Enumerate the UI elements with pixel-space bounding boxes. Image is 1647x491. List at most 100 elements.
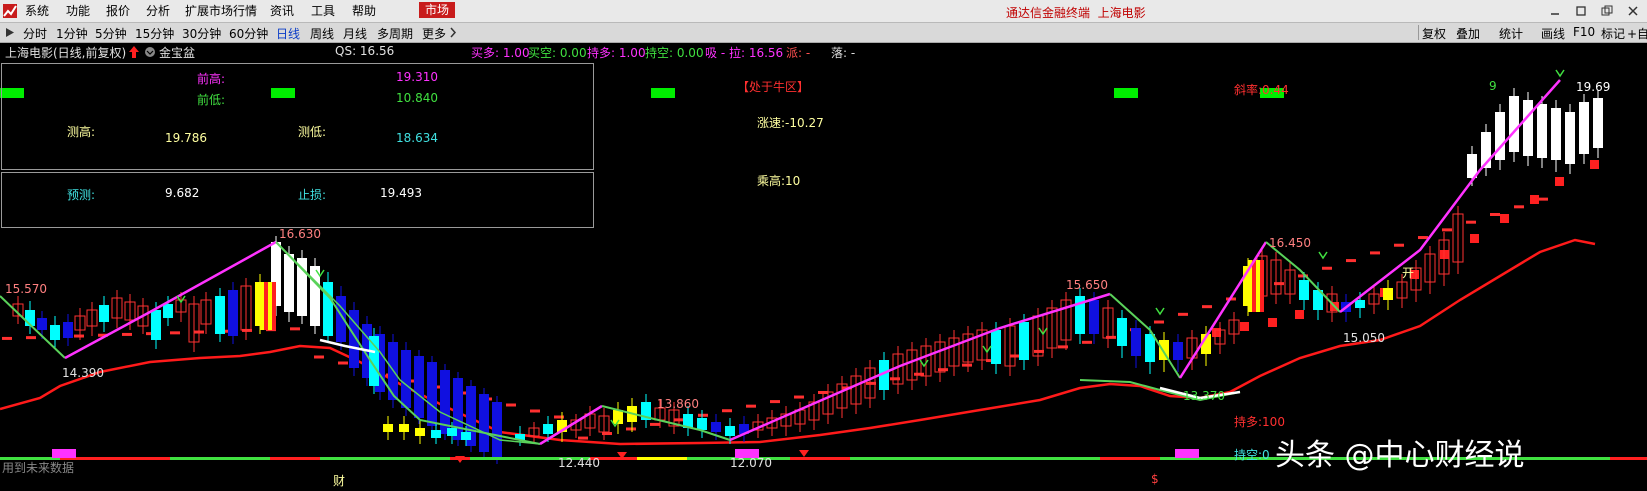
tab-weekly[interactable]: 周线 [310, 27, 335, 41]
kline-chart[interactable] [0, 43, 1647, 491]
restore-rights-button[interactable]: 复权 [1422, 27, 1447, 41]
signal-bar [260, 282, 264, 330]
tab-more[interactable]: 更多 [422, 27, 447, 41]
candle-body [543, 424, 553, 434]
f10-button[interactable]: F10 [1573, 25, 1596, 39]
level-dash [1346, 259, 1356, 263]
candle-body [37, 318, 47, 330]
maximize-icon[interactable] [1574, 4, 1588, 18]
triangle-right-icon[interactable] [4, 27, 16, 38]
trend-down-3 [601, 405, 731, 441]
period-toolbar: 分时 1分钟 5分钟 15分钟 30分钟 60分钟 日线 周线 月线 多周期 更… [0, 23, 1647, 43]
dollar-marker[interactable]: $ [1151, 472, 1159, 486]
tab-intraday[interactable]: 分时 [23, 27, 48, 41]
candle-body [427, 362, 437, 426]
mark-button[interactable]: 标记 [1601, 27, 1626, 41]
level-dash [1274, 282, 1284, 286]
signal-strip-green [0, 457, 60, 460]
menu-help[interactable]: 帮助 [352, 4, 377, 18]
level-dash [1442, 228, 1452, 232]
down-arrow-mark [1555, 69, 1565, 78]
chevron-right-icon[interactable] [449, 27, 457, 38]
close-icon[interactable] [1626, 4, 1640, 18]
level-dash [1370, 251, 1380, 255]
level-dash [170, 331, 180, 335]
prev-low-label: 前低: [197, 93, 226, 107]
indicator-name[interactable]: 金宝盆 [159, 46, 196, 60]
nine-count-label: 9 [1489, 79, 1497, 93]
level-dash [1058, 345, 1068, 349]
menu-quote[interactable]: 报价 [106, 4, 131, 18]
signal-strip-yellow [637, 457, 687, 460]
toolbar-separator [1418, 25, 1419, 40]
menu-extended-market[interactable]: 扩展市场行情 [185, 4, 258, 18]
candle-body [836, 383, 848, 409]
tab-30min[interactable]: 30分钟 [182, 27, 222, 41]
minimize-icon[interactable] [1548, 4, 1562, 18]
candle-body [780, 413, 792, 427]
level-dash [746, 404, 756, 408]
candle-body [163, 304, 173, 318]
draw-line-button[interactable]: 画线 [1541, 27, 1566, 41]
menu-news[interactable]: 资讯 [270, 4, 295, 18]
menu-tools[interactable]: 工具 [311, 4, 336, 18]
candle-body [1326, 293, 1338, 313]
candle-body [99, 305, 109, 322]
level-dash [770, 400, 780, 404]
buy-empty-value: 买空: 0.00 [528, 46, 587, 60]
menu-analysis[interactable]: 分析 [146, 4, 171, 18]
tab-5min[interactable]: 5分钟 [95, 27, 127, 41]
level-dash [26, 336, 36, 340]
overlay-button[interactable]: 叠加 [1456, 27, 1481, 41]
dropdown-circle-icon[interactable] [144, 46, 156, 58]
candle-body [200, 299, 212, 325]
tab-multi-period[interactable]: 多周期 [377, 27, 414, 41]
tab-1min[interactable]: 1分钟 [56, 27, 88, 41]
tab-60min[interactable]: 60分钟 [229, 27, 269, 41]
level-square [1240, 322, 1249, 331]
restore-icon[interactable] [1600, 4, 1614, 18]
candle-body [1313, 290, 1323, 310]
tab-daily[interactable]: 日线 [276, 27, 301, 41]
signal-bar [264, 282, 268, 330]
price-label-13860: 13.860 [657, 397, 699, 411]
candle-body [1159, 340, 1169, 360]
fin-event-marker[interactable]: 财 [333, 474, 346, 488]
zone-label: 【处于牛区】 [737, 80, 810, 94]
candle-body [808, 401, 820, 421]
down-arrow-mark [315, 269, 325, 278]
candle-body [1355, 300, 1365, 308]
candle-body [323, 282, 333, 336]
trend-down-5 [1265, 241, 1341, 313]
candle-body [948, 337, 960, 367]
app-logo-icon [3, 4, 17, 18]
down-arrow-mark [982, 345, 992, 354]
trend-up-5 [1339, 79, 1561, 313]
level-dash [1298, 274, 1308, 278]
menu-market-button[interactable]: 市场 [419, 2, 456, 18]
statistics-button[interactable]: 统计 [1499, 27, 1524, 41]
signal-bar [1248, 260, 1252, 312]
custom-button[interactable]: +自 [1627, 27, 1647, 41]
candle-body [598, 415, 610, 433]
signal-strip-green [470, 457, 590, 460]
menu-system[interactable]: 系统 [25, 4, 50, 18]
candle-body [151, 310, 161, 340]
candle-body [1593, 98, 1603, 148]
tab-15min[interactable]: 15分钟 [135, 27, 175, 41]
candle-body [228, 290, 238, 336]
menu-bar: 系统 功能 报价 分析 扩展市场行情 资讯 工具 帮助 市场 通达信金融终端 上… [0, 0, 1647, 23]
signal-bar [272, 282, 276, 330]
candle-body [725, 426, 735, 436]
future-data-label: 用到未来数据 [2, 461, 75, 475]
level-dash [506, 403, 516, 407]
tab-monthly[interactable]: 月线 [343, 27, 368, 41]
candle-body [1228, 319, 1240, 335]
candle-body [447, 428, 457, 436]
price-label-14390: 14.390 [62, 366, 104, 380]
candle-body [240, 285, 252, 331]
candle-body [74, 315, 86, 331]
price-label-12070: 12.070 [730, 456, 772, 470]
menu-function[interactable]: 功能 [66, 4, 91, 18]
level-dash [122, 332, 132, 336]
